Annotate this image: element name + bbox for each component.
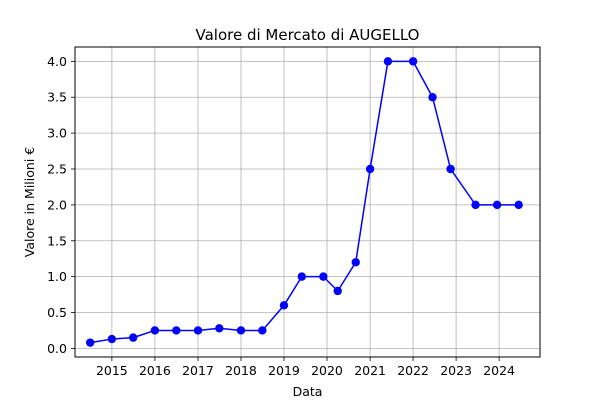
x-tick-label: 2015 bbox=[96, 363, 128, 378]
plot-area-frame bbox=[74, 46, 541, 358]
data-point bbox=[319, 272, 328, 281]
data-point bbox=[297, 272, 306, 281]
data-point bbox=[492, 200, 502, 210]
data-point bbox=[446, 164, 455, 174]
x-tick-label: 2021 bbox=[354, 363, 386, 378]
y-axis-label: Valore in Milioni € bbox=[22, 147, 37, 257]
y-tick-label: 3.5 bbox=[47, 90, 67, 105]
y-tick-label: 1.0 bbox=[47, 269, 67, 284]
y-tick-label: 2.0 bbox=[47, 197, 67, 212]
data-point bbox=[107, 334, 117, 344]
data-point bbox=[193, 326, 203, 335]
data-point bbox=[365, 164, 375, 174]
x-tick-label: 2019 bbox=[268, 363, 300, 378]
data-point bbox=[258, 326, 267, 335]
axis-ticks-layer: 2015 2016 2017 2018 2019 2020 2021 2022 2023 2024… bbox=[47, 54, 515, 378]
series-line bbox=[90, 60, 519, 344]
data-point bbox=[85, 338, 95, 347]
data-point bbox=[172, 326, 181, 335]
data-point bbox=[236, 326, 246, 335]
x-tick-label: 2023 bbox=[440, 363, 472, 378]
series-line-layer bbox=[90, 60, 519, 344]
y-tick-label: 2.5 bbox=[47, 161, 67, 176]
x-axis-label: Data bbox=[293, 384, 323, 399]
chart-title: Valore di Mercato di AUGELLO bbox=[196, 26, 420, 44]
y-tick-label: 1.5 bbox=[47, 233, 67, 248]
y-tick-label: 3.0 bbox=[47, 126, 67, 141]
data-point bbox=[408, 57, 418, 66]
y-tick-label: 0.5 bbox=[47, 305, 67, 320]
data-point bbox=[279, 301, 289, 310]
data-point bbox=[383, 57, 393, 66]
data-points-layer bbox=[85, 57, 523, 347]
data-point bbox=[428, 93, 437, 102]
data-point bbox=[128, 333, 138, 342]
data-point bbox=[471, 200, 480, 210]
y-tick-label: 0.0 bbox=[47, 341, 67, 356]
data-point bbox=[514, 200, 523, 210]
x-tick-label: 2024 bbox=[483, 363, 515, 378]
data-point bbox=[333, 286, 342, 296]
grid-layer bbox=[75, 47, 540, 357]
data-point bbox=[351, 258, 360, 267]
x-tick-label: 2022 bbox=[397, 363, 429, 378]
data-point bbox=[215, 324, 224, 333]
x-tick-label: 2020 bbox=[311, 363, 343, 378]
x-tick-label: 2017 bbox=[182, 363, 214, 378]
data-point bbox=[150, 326, 160, 335]
x-tick-label: 2016 bbox=[139, 363, 171, 378]
x-tick-label: 2018 bbox=[225, 363, 257, 378]
y-tick-label: 4.0 bbox=[47, 54, 67, 69]
